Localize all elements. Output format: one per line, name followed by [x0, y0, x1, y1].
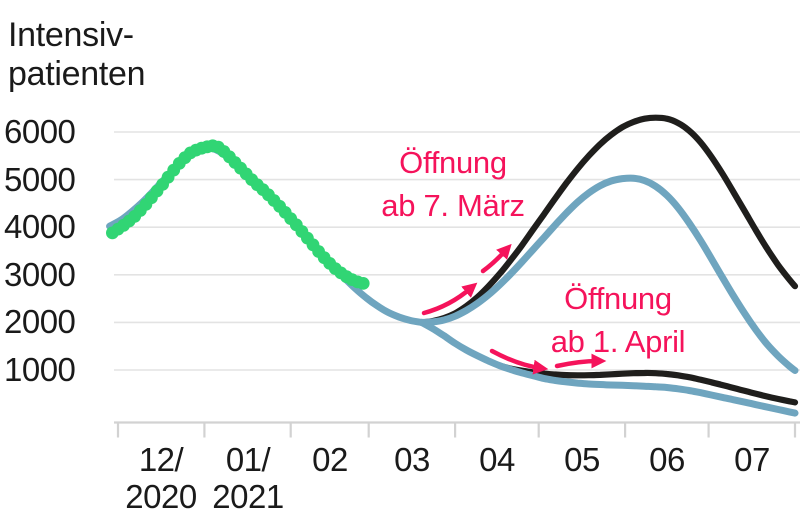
gridlines [114, 131, 800, 371]
x-tick-label-line: 12/ [138, 441, 184, 478]
x-tick-label-line: 01/ [225, 441, 271, 478]
annotation-line: Öffnung [564, 281, 672, 316]
y-tick-label: 2000 [4, 303, 76, 340]
x-tick-label: 06 [602, 441, 732, 478]
x-tick-label: 01/2021 [183, 441, 313, 515]
x-tick-label-line: 05 [564, 441, 600, 478]
y-axis-title: Intensiv- patienten [8, 16, 146, 94]
x-axis [114, 421, 800, 438]
x-tick-label: 12/2020 [96, 441, 226, 515]
annotation-arrows [421, 243, 607, 375]
y-tick-label: 4000 [4, 208, 76, 245]
scenario-march7-blue-curve [418, 174, 799, 374]
annotation-line: ab 7. März [381, 188, 525, 223]
y-tick-label: 6000 [4, 113, 76, 150]
y-axis-title-line2: patienten [8, 55, 146, 93]
arrow-april-icon [554, 353, 607, 369]
y-tick-label: 3000 [4, 256, 76, 293]
x-tick-label-line: 2021 [212, 478, 284, 515]
annotation-line: ab 1. April [550, 324, 686, 359]
y-tick-label: 5000 [4, 161, 76, 198]
annotation-oeffnung-april: Öffnung ab 1. April [486, 277, 750, 363]
y-tick-label: 1000 [4, 351, 76, 388]
x-tick-label-line: 04 [479, 441, 515, 478]
arrow-maerz-icon [480, 243, 512, 274]
x-tick-label-line: 07 [734, 441, 770, 478]
arrow-maerz-icon [421, 282, 478, 316]
x-tick-label-line: 03 [394, 441, 430, 478]
scenario-march7-black-curve [418, 114, 799, 326]
x-tick-label-line: 02 [312, 441, 348, 478]
scenario-april1-blue-curve [418, 318, 799, 417]
annotation-oeffnung-maerz: Öffnung ab 7. März [321, 141, 585, 227]
x-tick-label-line: 2020 [125, 478, 197, 515]
y-axis-title-line1: Intensiv- [8, 16, 134, 54]
reported-dot [356, 277, 370, 290]
scenario-april1-black-curve [496, 362, 799, 406]
x-tick-label-line: 06 [649, 441, 685, 478]
x-tick-label: 03 [347, 441, 477, 478]
annotation-line: Öffnung [399, 145, 507, 180]
x-tick-label: 05 [517, 441, 647, 478]
x-tick-label: 04 [432, 441, 562, 478]
x-tick-label: 07 [687, 441, 800, 478]
x-tick-label: 02 [265, 441, 395, 478]
arrow-april-icon [489, 348, 549, 375]
reported-dots [106, 139, 370, 290]
